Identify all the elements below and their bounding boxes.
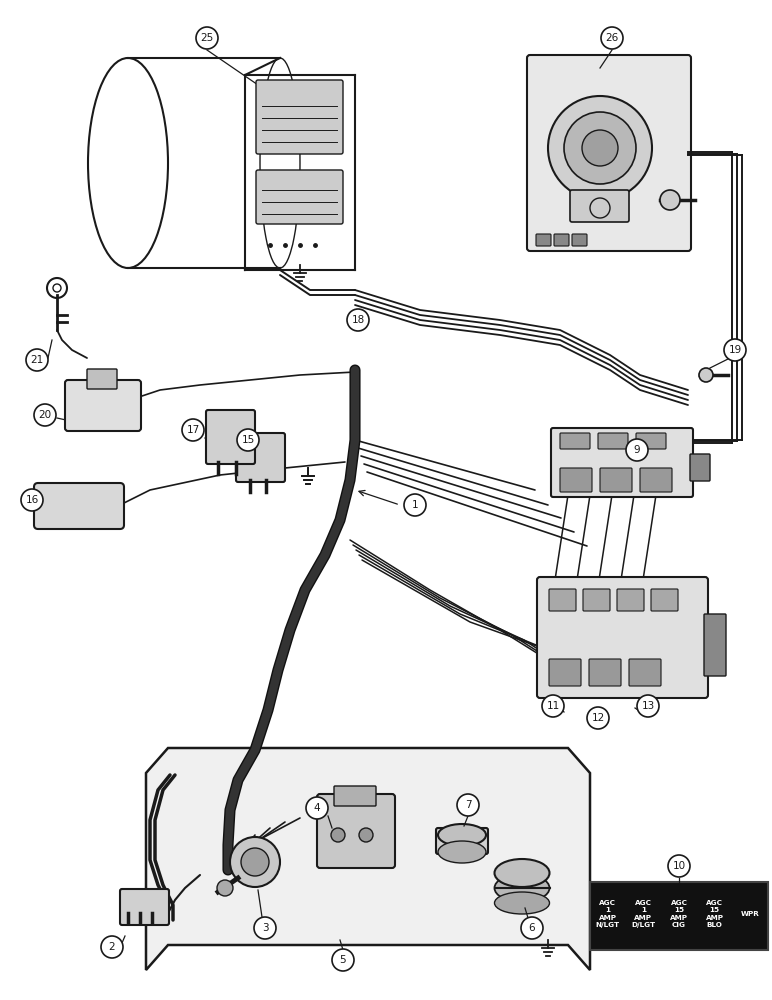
Text: WPR: WPR [741, 911, 760, 917]
FancyBboxPatch shape [317, 794, 395, 868]
Circle shape [332, 949, 354, 971]
FancyBboxPatch shape [600, 468, 632, 492]
Text: AGC
1
AMP
N/LGT: AGC 1 AMP N/LGT [596, 900, 620, 928]
Circle shape [21, 489, 43, 511]
FancyBboxPatch shape [206, 410, 255, 464]
FancyBboxPatch shape [549, 589, 576, 611]
Text: AGC
15
AMP
CIG: AGC 15 AMP CIG [670, 900, 688, 928]
FancyBboxPatch shape [583, 589, 610, 611]
FancyBboxPatch shape [636, 433, 666, 449]
Ellipse shape [260, 58, 300, 268]
Text: 2: 2 [109, 942, 115, 952]
Text: 6: 6 [529, 923, 535, 933]
FancyBboxPatch shape [256, 80, 343, 154]
FancyBboxPatch shape [560, 433, 590, 449]
FancyBboxPatch shape [549, 659, 581, 686]
Ellipse shape [495, 859, 550, 887]
FancyBboxPatch shape [560, 468, 592, 492]
Circle shape [637, 695, 659, 717]
FancyBboxPatch shape [87, 369, 117, 389]
Text: 11: 11 [547, 701, 560, 711]
Circle shape [241, 848, 269, 876]
FancyBboxPatch shape [551, 428, 693, 497]
FancyBboxPatch shape [334, 786, 376, 806]
FancyBboxPatch shape [120, 889, 169, 925]
Text: 15: 15 [242, 435, 255, 445]
FancyBboxPatch shape [536, 234, 551, 246]
Ellipse shape [438, 824, 486, 846]
Text: 1: 1 [411, 500, 418, 510]
Text: 18: 18 [351, 315, 364, 325]
Text: 16: 16 [25, 495, 39, 505]
Circle shape [254, 917, 276, 939]
Text: AGC
15
AMP
BLO: AGC 15 AMP BLO [706, 900, 723, 928]
FancyBboxPatch shape [65, 380, 141, 431]
FancyBboxPatch shape [617, 589, 644, 611]
Circle shape [699, 368, 713, 382]
Text: 21: 21 [30, 355, 44, 365]
FancyBboxPatch shape [704, 614, 726, 676]
FancyBboxPatch shape [589, 659, 621, 686]
Text: 13: 13 [642, 701, 655, 711]
Text: 12: 12 [591, 713, 604, 723]
Text: 25: 25 [201, 33, 214, 43]
Circle shape [668, 855, 690, 877]
Circle shape [404, 494, 426, 516]
Text: 20: 20 [39, 410, 52, 420]
Ellipse shape [438, 841, 486, 863]
FancyBboxPatch shape [572, 234, 587, 246]
Circle shape [347, 309, 369, 331]
Circle shape [564, 112, 636, 184]
Circle shape [601, 27, 623, 49]
Ellipse shape [495, 892, 550, 914]
Circle shape [331, 828, 345, 842]
Circle shape [182, 419, 204, 441]
FancyBboxPatch shape [570, 190, 629, 222]
Circle shape [724, 339, 746, 361]
FancyBboxPatch shape [590, 882, 768, 950]
Text: 5: 5 [340, 955, 347, 965]
Text: 19: 19 [728, 345, 742, 355]
Text: 9: 9 [634, 445, 640, 455]
Circle shape [542, 695, 564, 717]
FancyBboxPatch shape [640, 468, 672, 492]
Circle shape [26, 349, 48, 371]
Circle shape [582, 130, 618, 166]
Circle shape [548, 96, 652, 200]
Text: 26: 26 [605, 33, 618, 43]
Text: 7: 7 [465, 800, 472, 810]
Circle shape [196, 27, 218, 49]
Circle shape [34, 404, 56, 426]
Text: AGC
1
AMP
D/LGT: AGC 1 AMP D/LGT [631, 900, 655, 928]
Text: 4: 4 [313, 803, 320, 813]
Circle shape [237, 429, 259, 451]
FancyBboxPatch shape [527, 55, 691, 251]
Ellipse shape [495, 874, 550, 902]
FancyBboxPatch shape [256, 170, 343, 224]
Circle shape [230, 837, 280, 887]
Circle shape [359, 828, 373, 842]
FancyBboxPatch shape [236, 433, 285, 482]
FancyBboxPatch shape [554, 234, 569, 246]
Circle shape [101, 936, 123, 958]
FancyBboxPatch shape [436, 828, 488, 854]
FancyBboxPatch shape [34, 483, 124, 529]
Circle shape [306, 797, 328, 819]
Text: 17: 17 [186, 425, 200, 435]
FancyBboxPatch shape [690, 454, 710, 481]
Polygon shape [146, 748, 590, 970]
FancyBboxPatch shape [629, 659, 661, 686]
Circle shape [587, 707, 609, 729]
Circle shape [217, 880, 233, 896]
FancyBboxPatch shape [537, 577, 708, 698]
Text: 10: 10 [672, 861, 686, 871]
Circle shape [660, 190, 680, 210]
Text: 3: 3 [262, 923, 269, 933]
FancyBboxPatch shape [651, 589, 678, 611]
FancyBboxPatch shape [598, 433, 628, 449]
Circle shape [626, 439, 648, 461]
Circle shape [521, 917, 543, 939]
Circle shape [457, 794, 479, 816]
